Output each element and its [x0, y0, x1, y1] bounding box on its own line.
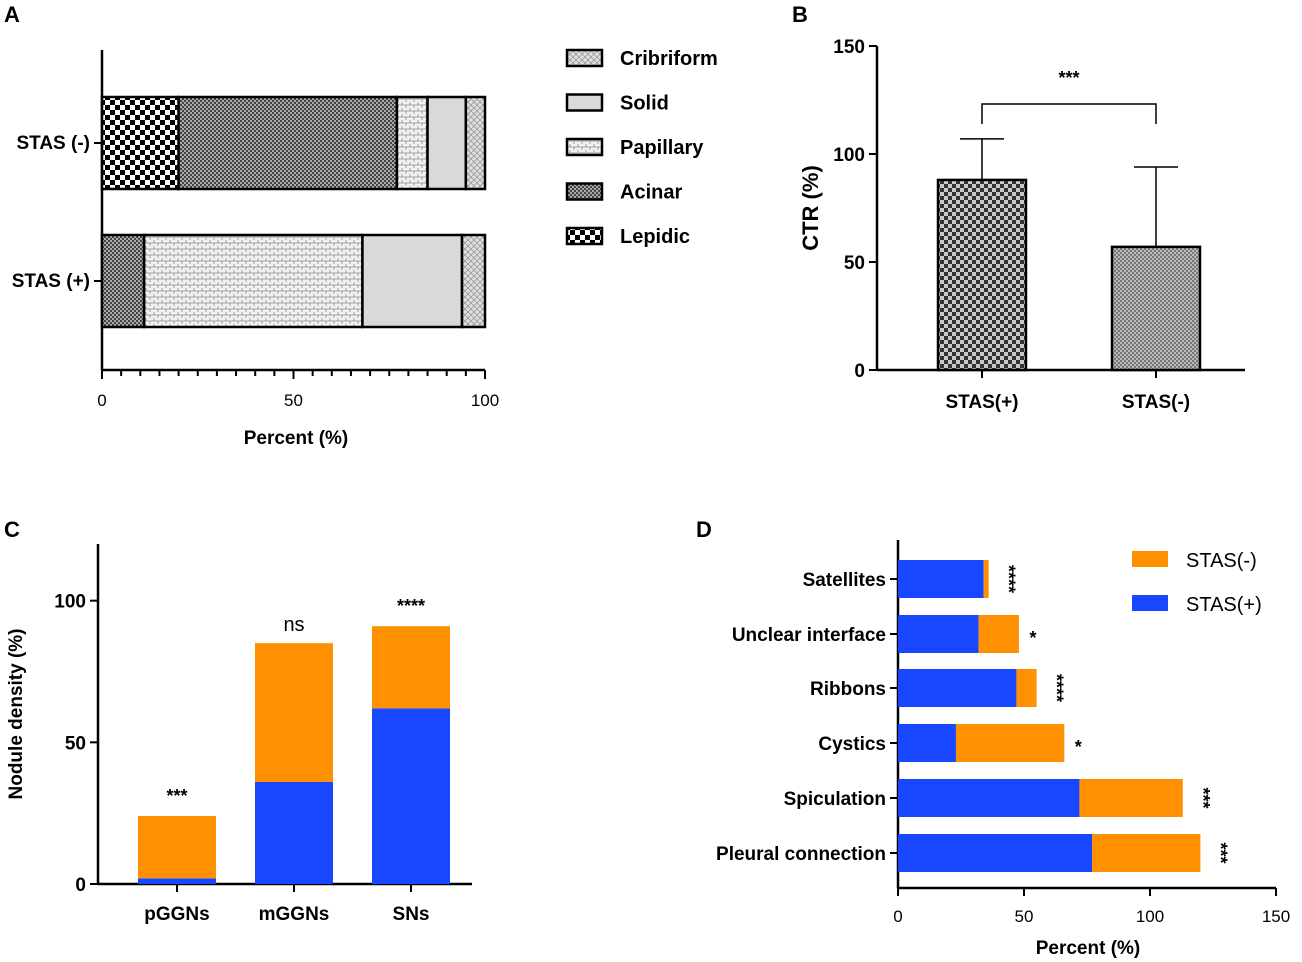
y-tick-label: 150: [833, 37, 865, 58]
legend-swatch-papillary: [565, 137, 604, 157]
bar-segment-acinar: [177, 95, 399, 191]
x-tick-label: 100: [1136, 907, 1164, 926]
x-tick-label: 100: [471, 391, 499, 410]
x-axis-label: Percent (%): [1036, 938, 1141, 959]
bar-segment-papillary: [142, 233, 364, 329]
y-tick-label: Pleural connection: [716, 844, 886, 865]
y-tick-label: 100: [833, 145, 865, 166]
panel-b-chart: 0 50 100 150 CTR (%) STAS(+) STAS(-) ***: [798, 37, 1245, 413]
panel-label-c: C: [4, 517, 20, 542]
bar-segment-papillary: [395, 95, 429, 191]
bar-segment-stasneg: [978, 615, 1019, 653]
bar-segment-stasneg: [955, 724, 1065, 762]
significance-label: *: [1075, 737, 1082, 757]
legend-label-solid: Solid: [620, 93, 669, 115]
bar-segment-stasneg: [1092, 834, 1201, 872]
x-tick-label: STAS(-): [1122, 392, 1190, 413]
bar-segment-staspos: [255, 782, 333, 884]
significance-label: ***: [1058, 68, 1079, 88]
x-tick-label: STAS(+): [945, 392, 1018, 413]
panel-a-chart: STAS (-) STAS (+) 0 50 100 Percent (%) Cribrif…: [12, 48, 718, 449]
y-tick-label: 50: [65, 733, 86, 754]
y-tick-label: STAS (+): [12, 271, 90, 292]
legend-label-lepidic: Lepidic: [620, 226, 690, 248]
legend-label-acinar: Acinar: [620, 182, 682, 204]
panel-c-chart: 0 50 100 Nodule density (%) pGGNs *** mGGNs ns S…: [6, 544, 472, 925]
bar-stas(+): [936, 178, 1028, 372]
bar-segment-staspos: [898, 560, 984, 598]
x-tick-label: 150: [1262, 907, 1290, 926]
significance-label: ***: [1193, 787, 1213, 808]
bar-stas(-): [1110, 245, 1202, 372]
bar-segment-stasneg: [138, 816, 216, 879]
bar-segment-staspos: [372, 708, 450, 884]
bar-segment-stasneg: [372, 626, 450, 709]
bar-segment-solid: [361, 233, 464, 329]
significance-label: *: [1029, 628, 1036, 648]
y-tick-label: STAS (-): [16, 133, 90, 154]
x-tick-label: 0: [893, 907, 902, 926]
significance-label: ns: [283, 614, 304, 636]
y-axis-label: Nodule density (%): [6, 628, 27, 799]
y-tick-label: Cystics: [818, 734, 886, 755]
legend-swatch-solid: [565, 93, 604, 112]
x-tick-label: 50: [1015, 907, 1034, 926]
x-tick-label: mGGNs: [259, 904, 330, 925]
bar-segment-staspos: [898, 779, 1080, 817]
bar-segment-staspos: [898, 834, 1093, 872]
significance-label: ****: [999, 565, 1019, 593]
significance-label: ****: [1047, 674, 1067, 702]
significance-label: ***: [1210, 842, 1230, 863]
legend-label: STAS(+): [1186, 594, 1262, 616]
y-tick-label: Spiculation: [784, 789, 886, 810]
y-tick-label: 50: [844, 253, 865, 274]
legend-label-papillary: Papillary: [620, 137, 704, 159]
panel-d-chart: Satellites ****Unclear interface *Ribbons *…: [716, 540, 1290, 959]
bar-segment-cribriform: [460, 233, 487, 329]
y-tick-label: 0: [75, 875, 86, 896]
bar-segment-staspos: [898, 724, 956, 762]
bar-segment-cribriform: [464, 95, 487, 191]
significance-label: ***: [166, 786, 187, 806]
significance-label: ****: [397, 596, 425, 616]
bar-segment-lepidic: [100, 95, 180, 191]
x-axis-label: Percent (%): [244, 428, 349, 449]
bar-segment-staspos: [138, 878, 216, 884]
legend-swatch-acinar: [565, 182, 604, 201]
x-tick-label: 0: [97, 391, 106, 410]
bar-segment-stasneg: [983, 560, 989, 598]
x-tick-label: SNs: [393, 904, 430, 925]
bar-segment-stasneg: [255, 643, 333, 782]
y-tick-label: Satellites: [803, 570, 886, 591]
legend-label-cribriform: Cribriform: [620, 48, 718, 70]
bar-segment-acinar: [100, 233, 146, 329]
legend-swatch-stasneg: [1132, 551, 1168, 567]
bar-segment-stasneg: [1079, 779, 1183, 817]
panel-label-b: B: [792, 2, 808, 27]
y-tick-label: 100: [54, 592, 86, 613]
y-tick-label: Ribbons: [810, 679, 886, 700]
panel-label-d: D: [696, 517, 712, 542]
bar-segment-stasneg: [1016, 669, 1037, 707]
legend-label: STAS(-): [1186, 550, 1257, 572]
bar-segment-solid: [426, 95, 468, 191]
legend-swatch-cribriform: [565, 48, 604, 68]
y-tick-label: 0: [854, 361, 865, 382]
bar-segment-staspos: [898, 669, 1017, 707]
significance-bracket: [981, 103, 1157, 124]
bar-segment-staspos: [898, 615, 979, 653]
legend-swatch-staspos: [1132, 595, 1168, 611]
y-axis-label: CTR (%): [798, 165, 823, 251]
x-tick-label: 50: [284, 391, 303, 410]
legend-swatch-lepidic: [565, 226, 604, 246]
y-tick-label: Unclear interface: [732, 625, 886, 646]
x-tick-label: pGGNs: [144, 904, 209, 925]
panel-label-a: A: [4, 2, 20, 27]
